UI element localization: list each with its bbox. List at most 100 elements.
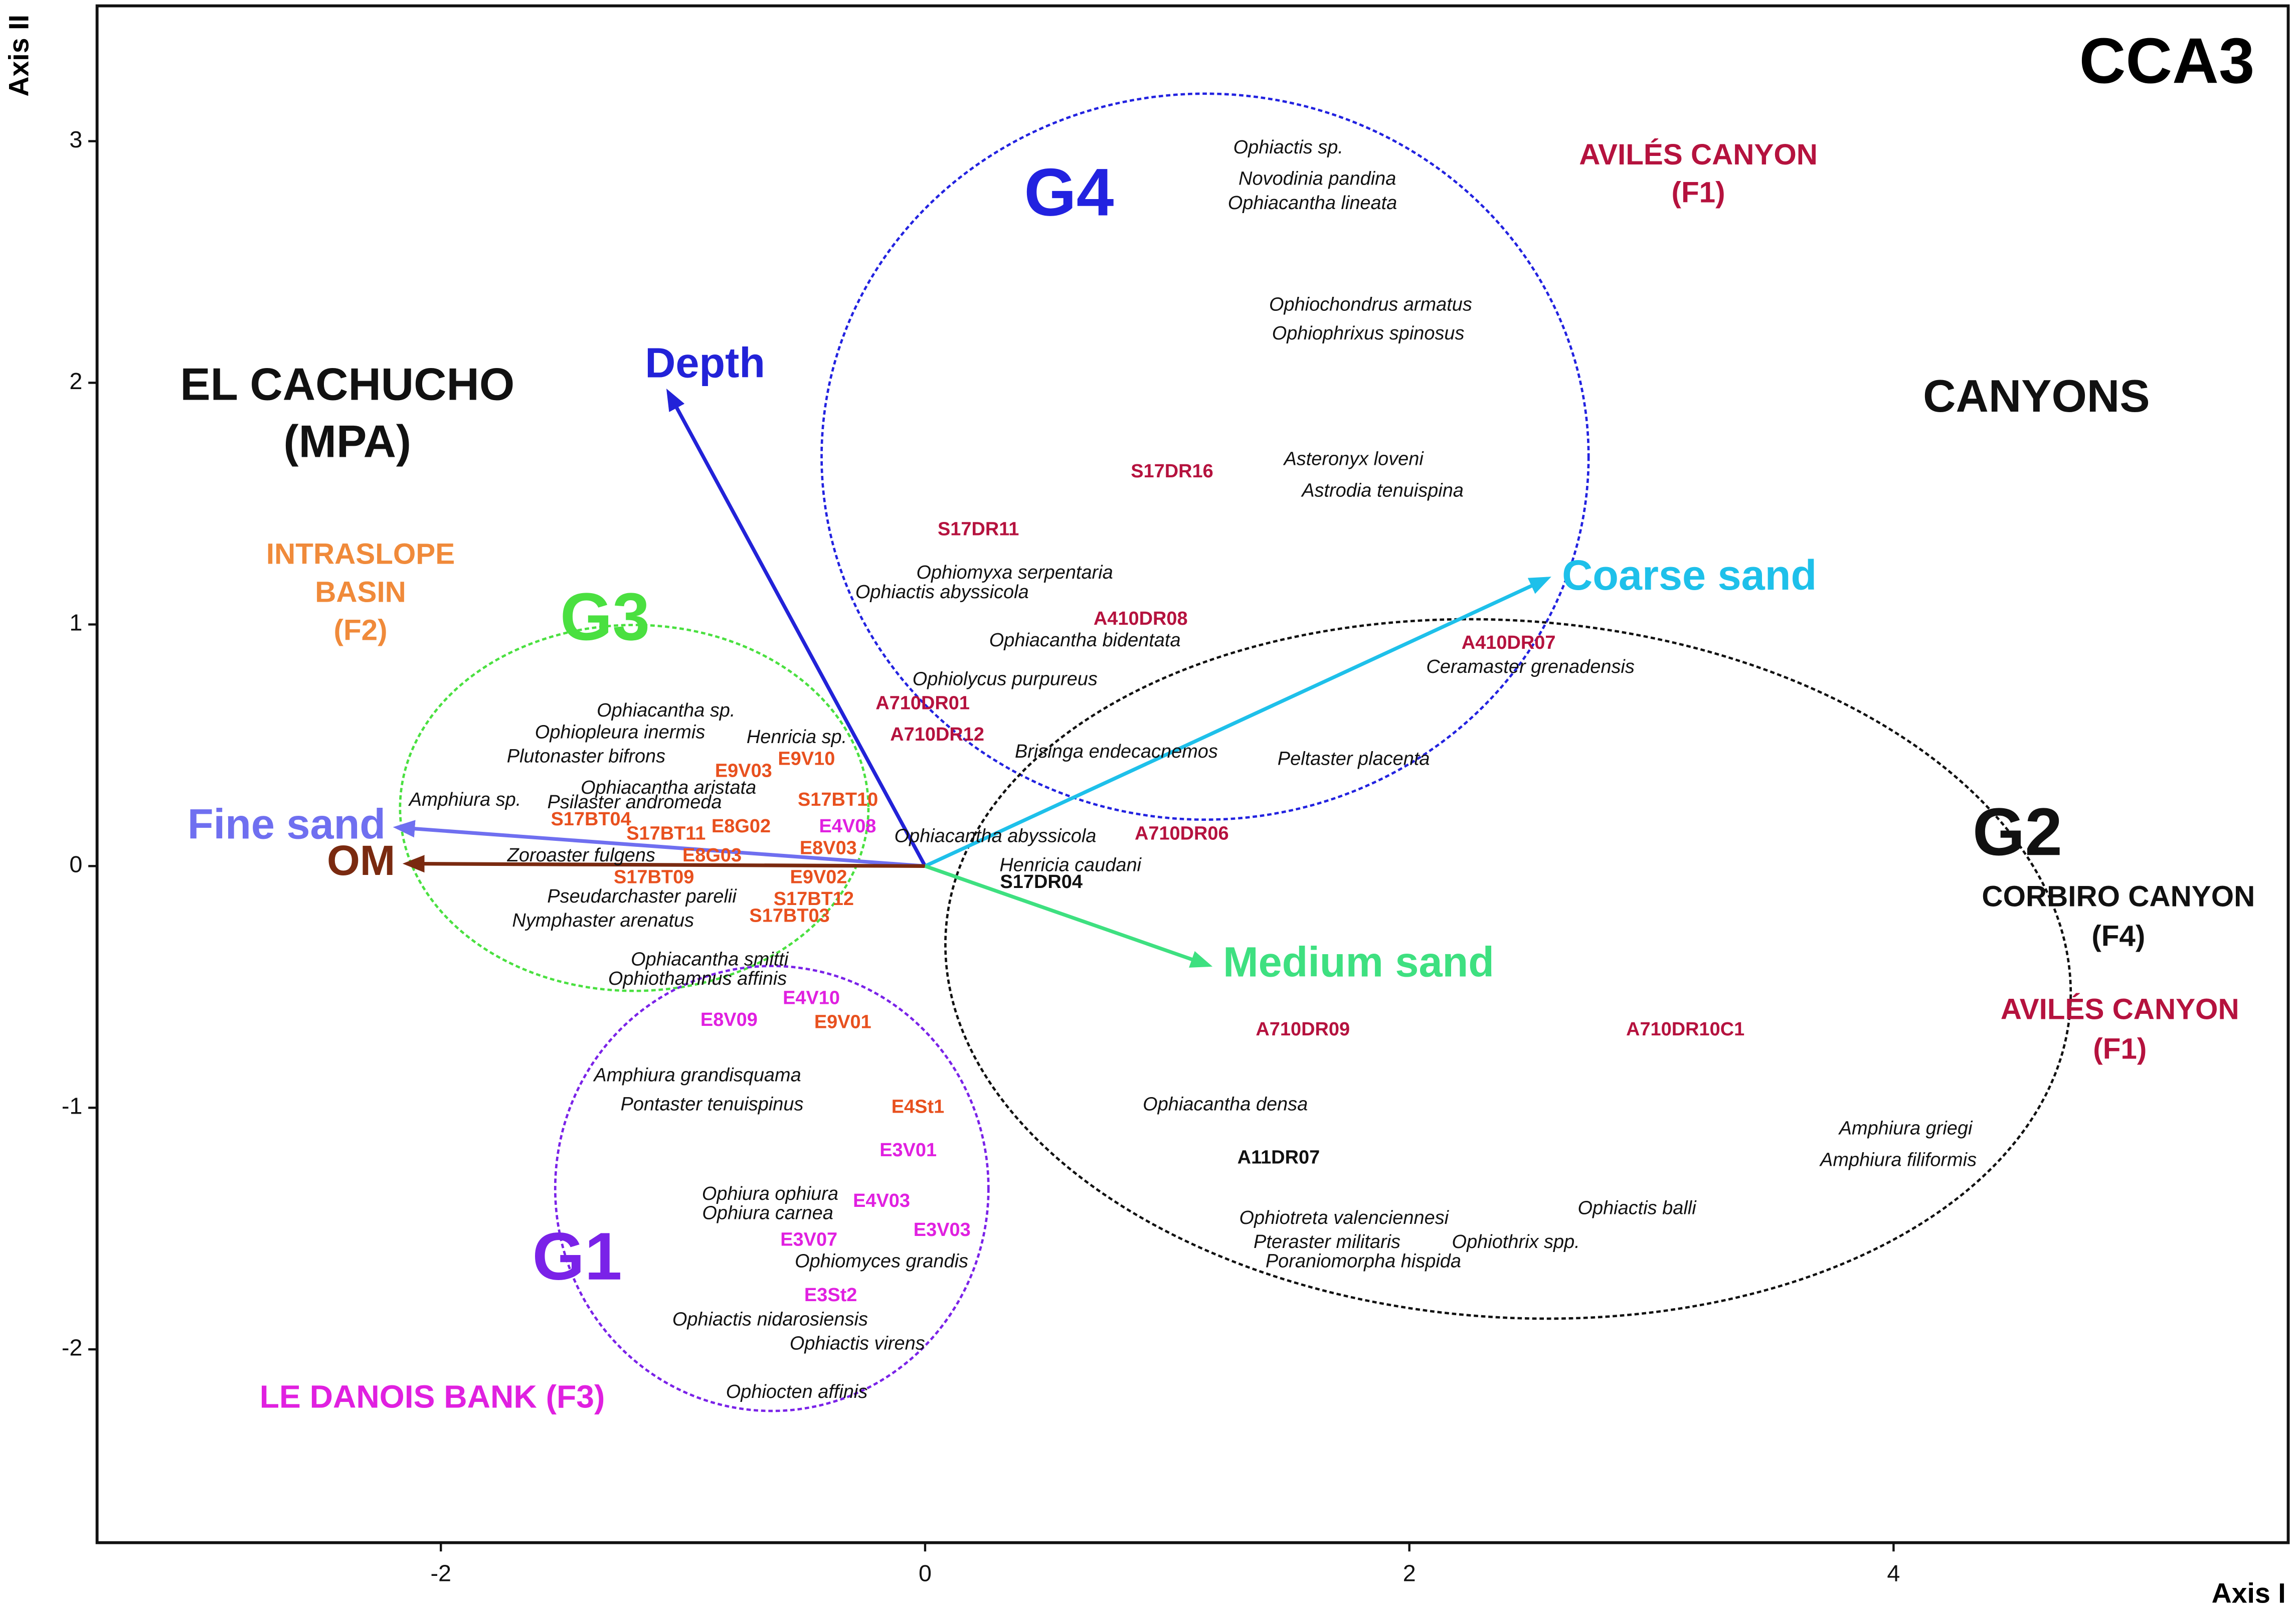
species-label: Asteronyx loveni	[1283, 449, 1424, 470]
region-label: (F1)	[2093, 1032, 2147, 1065]
region-label: INTRASLOPE	[266, 538, 455, 571]
species-label: Henricia sp.	[747, 727, 847, 748]
species-label: Ophiactis balli	[1577, 1198, 1697, 1219]
species-label: Psilaster andromeda	[548, 792, 722, 813]
species-label: Amphiura filiformis	[1819, 1149, 1977, 1170]
group-label: G4	[1024, 155, 1114, 230]
group-hull	[554, 965, 990, 1412]
species-label: Zoroaster fulgens	[507, 845, 655, 866]
group-hull	[820, 92, 1590, 821]
sample-label: E4V03	[853, 1190, 910, 1211]
sample-label: E4V10	[783, 987, 840, 1008]
species-label: Astrodia tenuispina	[1301, 480, 1464, 501]
species-label: Ophiactis abyssicola	[855, 582, 1029, 603]
env-vector	[666, 389, 927, 867]
sample-label: A710DR09	[1256, 1019, 1350, 1040]
sample-label: E9V02	[790, 866, 847, 887]
plot-frame	[95, 4, 2290, 1544]
species-label: Ophiomyxa serpentaria	[917, 562, 1113, 583]
sample-label: S17BT12	[774, 888, 854, 910]
species-label: Ophiacantha smitti	[631, 949, 789, 970]
sample-label: A710DR10C1	[1626, 1019, 1744, 1040]
sample-label: A710DR01	[875, 692, 970, 713]
region-label: (MPA)	[283, 416, 411, 467]
species-label: Ophiotreta valenciennesi	[1240, 1207, 1450, 1228]
species-label: Henricia caudani	[999, 854, 1142, 875]
species-label: Ceramaster grenadensis	[1426, 656, 1634, 677]
region-label: CORBIRO CANYON	[1982, 880, 2255, 913]
chart-title: CCA3	[2079, 25, 2255, 97]
region-label: (F4)	[2091, 920, 2145, 953]
env-vector	[924, 577, 1551, 868]
species-label: Ophiacantha aristata	[581, 777, 756, 798]
species-label: Ophiophrixus spinosus	[1272, 323, 1465, 344]
y-tick-label: 0	[69, 851, 82, 877]
species-label: Amphiura grandisquama	[593, 1065, 801, 1086]
sample-label: A410DR07	[1462, 632, 1556, 653]
x-tick-label: 2	[1403, 1560, 1416, 1586]
vector-label: Depth	[645, 339, 765, 387]
region-label: CANYONS	[1923, 371, 2150, 422]
group-label: G1	[532, 1219, 622, 1294]
species-label: Ophiacantha lineata	[1228, 193, 1397, 214]
env-vector	[402, 855, 925, 873]
sample-label: E8G03	[682, 845, 742, 866]
species-label: Pteraster militaris	[1254, 1231, 1400, 1253]
region-label: BASIN	[315, 576, 406, 609]
env-vector	[393, 820, 926, 868]
sample-label: A710DR06	[1135, 823, 1229, 844]
species-label: Pontaster tenuispinus	[621, 1094, 804, 1115]
sample-label: E3V07	[780, 1229, 837, 1250]
species-label: Plutonaster bifrons	[507, 746, 665, 767]
sample-label: S17BT04	[551, 809, 631, 830]
sample-label: E3V03	[914, 1219, 971, 1240]
species-label: Ophiura carnea	[702, 1202, 833, 1223]
sample-label: S17BT09	[614, 866, 694, 887]
species-label: Ophiomyces grandis	[795, 1251, 968, 1272]
sample-label: S17BT03	[749, 906, 829, 927]
sample-label: S17DR16	[1131, 461, 1213, 482]
region-label: (F2)	[334, 614, 388, 646]
sample-label: E9V10	[778, 748, 835, 769]
sample-label: E3St2	[804, 1285, 857, 1306]
sample-label: A11DR07	[1238, 1147, 1320, 1168]
sample-label: S17DR04	[1000, 871, 1083, 892]
group-hulls	[399, 92, 2072, 1412]
vector-label: Coarse sand	[1562, 551, 1817, 599]
y-tick-label: 3	[69, 126, 82, 152]
sample-label: E9V01	[814, 1012, 871, 1033]
species-label: Novodinia pandina	[1239, 168, 1396, 190]
vector-label: Medium sand	[1223, 938, 1494, 985]
species-label: Ophiactis virens	[790, 1333, 925, 1354]
species-label: Brisinga endecacnemos	[1015, 741, 1218, 762]
species-label: Amphiura sp.	[408, 789, 521, 810]
group-hull	[399, 624, 870, 992]
sample-label: A410DR08	[1094, 608, 1188, 629]
y-axis-label: Axis II	[3, 15, 34, 96]
region-label: AVILÉS CANYON	[1579, 138, 1818, 171]
group-label: G2	[1973, 794, 2062, 869]
region-label: LE DANOIS BANK (F3)	[260, 1379, 605, 1415]
x-tick-label: 0	[919, 1560, 932, 1586]
species-label: Nymphaster arenatus	[512, 910, 694, 931]
species-label: Ophiura ophiura	[702, 1183, 838, 1204]
sample-label: S17BT10	[798, 789, 878, 810]
sample-label: E4St1	[892, 1096, 944, 1117]
sample-label: E9V03	[715, 760, 772, 781]
y-tick-label: -2	[62, 1335, 83, 1361]
vector-label: Fine sand	[188, 800, 386, 848]
group-label: G3	[560, 579, 650, 654]
sample-label: E8V09	[700, 1009, 758, 1030]
species-label: Peltaster placenta	[1278, 748, 1430, 769]
species-label: Poraniomorpha hispida	[1266, 1251, 1461, 1272]
species-label: Ophiacantha sp.	[597, 700, 735, 721]
species-label: Ophiopleura inermis	[535, 722, 705, 743]
x-tick-label: 4	[1887, 1560, 1900, 1586]
species-label: Ophiochondrus armatus	[1269, 294, 1472, 315]
sample-label: E8G02	[712, 816, 771, 837]
env-vector	[924, 864, 1213, 968]
species-label: Ophiothamnus affinis	[608, 968, 787, 989]
region-label: AVILÉS CANYON	[2001, 993, 2239, 1026]
y-tick-label: 2	[69, 368, 82, 394]
